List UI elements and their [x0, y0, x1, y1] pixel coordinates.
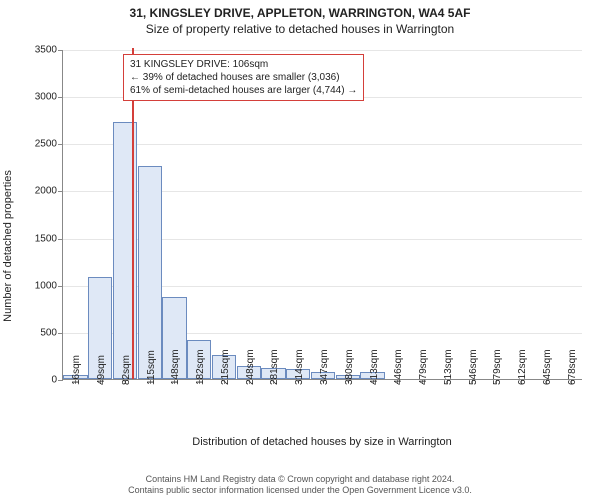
- xtick-label: 446sqm: [393, 349, 404, 385]
- xtick-label: 248sqm: [245, 349, 256, 385]
- xtick-label: 82sqm: [121, 355, 132, 385]
- gridline: [63, 50, 582, 51]
- page-subtitle: Size of property relative to detached ho…: [0, 22, 600, 36]
- xtick-label: 314sqm: [294, 349, 305, 385]
- footer: Contains HM Land Registry data © Crown c…: [0, 474, 600, 497]
- x-axis-label: Distribution of detached houses by size …: [62, 436, 582, 448]
- plot-area: 050010001500200025003000350016sqm49sqm82…: [62, 50, 582, 380]
- xtick-label: 281sqm: [269, 349, 280, 385]
- xtick-label: 115sqm: [146, 350, 157, 385]
- xtick-label: 546sqm: [468, 349, 479, 385]
- histogram-bar: [138, 166, 162, 379]
- xtick-label: 513sqm: [443, 349, 454, 385]
- infobox-line-3: 61% of semi-detached houses are larger (…: [130, 84, 357, 97]
- xtick-label: 16sqm: [71, 355, 82, 385]
- page-title: 31, KINGSLEY DRIVE, APPLETON, WARRINGTON…: [0, 6, 600, 20]
- ytick-label: 3500: [35, 45, 63, 56]
- ytick-label: 0: [51, 375, 63, 386]
- chart-container: Number of detached properties 0500100015…: [0, 36, 600, 456]
- xtick-label: 413sqm: [369, 349, 380, 385]
- infobox-line-2: ← 39% of detached houses are smaller (3,…: [130, 71, 357, 84]
- infobox-line-1: 31 KINGSLEY DRIVE: 106sqm: [130, 58, 357, 71]
- xtick-label: 347sqm: [319, 349, 330, 385]
- xtick-label: 645sqm: [542, 349, 553, 385]
- footer-line-2: Contains public sector information licen…: [0, 485, 600, 496]
- y-axis-label: Number of detached properties: [2, 170, 14, 322]
- xtick-label: 148sqm: [170, 349, 181, 385]
- xtick-label: 612sqm: [517, 349, 528, 385]
- xtick-label: 182sqm: [195, 349, 206, 385]
- ytick-label: 2500: [35, 139, 63, 150]
- xtick-label: 380sqm: [344, 349, 355, 385]
- ytick-label: 500: [40, 327, 63, 338]
- xtick-label: 579sqm: [492, 349, 503, 385]
- highlight-info-box: 31 KINGSLEY DRIVE: 106sqm ← 39% of detac…: [123, 54, 364, 101]
- xtick-label: 479sqm: [418, 349, 429, 385]
- ytick-label: 1500: [35, 233, 63, 244]
- xtick-label: 49sqm: [96, 355, 107, 385]
- gridline: [63, 144, 582, 145]
- xtick-label: 215sqm: [220, 349, 231, 385]
- ytick-label: 1000: [35, 280, 63, 291]
- footer-line-1: Contains HM Land Registry data © Crown c…: [0, 474, 600, 485]
- ytick-label: 3000: [35, 92, 63, 103]
- ytick-label: 2000: [35, 186, 63, 197]
- xtick-label: 678sqm: [567, 349, 578, 385]
